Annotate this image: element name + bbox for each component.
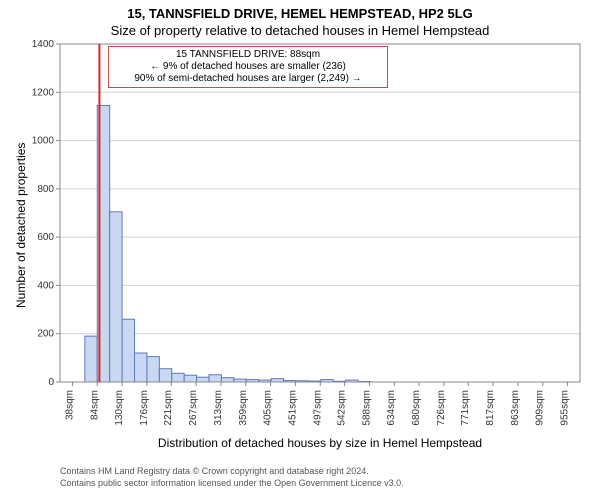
svg-text:221sqm: 221sqm (163, 390, 174, 426)
svg-text:405sqm: 405sqm (263, 390, 274, 426)
svg-text:497sqm: 497sqm (312, 390, 323, 426)
svg-text:542sqm: 542sqm (337, 390, 348, 426)
svg-text:726sqm: 726sqm (436, 390, 447, 426)
svg-text:771sqm: 771sqm (460, 390, 471, 426)
attribution-line1: Contains HM Land Registry data © Crown c… (60, 466, 404, 478)
svg-text:1400: 1400 (32, 39, 55, 50)
svg-text:400: 400 (37, 280, 54, 291)
svg-text:359sqm: 359sqm (238, 390, 249, 426)
svg-text:1000: 1000 (32, 136, 55, 147)
svg-text:1200: 1200 (32, 87, 55, 98)
svg-text:0: 0 (48, 377, 54, 388)
svg-text:200: 200 (37, 329, 54, 340)
chart-container: { "title1": "15, TANNSFIELD DRIVE, HEMEL… (0, 0, 600, 500)
svg-text:955sqm: 955sqm (560, 390, 571, 426)
svg-text:130sqm: 130sqm (114, 390, 125, 426)
annotation-box: 15 TANNSFIELD DRIVE: 88sqm ← 9% of detac… (108, 46, 388, 88)
svg-text:817sqm: 817sqm (485, 390, 496, 426)
annotation-line3: 90% of semi-detached houses are larger (… (115, 73, 381, 85)
annotation-line2: ← 9% of detached houses are smaller (236… (115, 61, 381, 73)
y-axis-label: Number of detached properties (14, 143, 28, 308)
svg-text:38sqm: 38sqm (64, 390, 75, 420)
svg-text:600: 600 (37, 232, 54, 243)
x-axis-label: Distribution of detached houses by size … (60, 436, 580, 450)
svg-text:313sqm: 313sqm (213, 390, 224, 426)
attribution-line2: Contains public sector information licen… (60, 478, 404, 490)
svg-text:863sqm: 863sqm (510, 390, 521, 426)
annotation-line1: 15 TANNSFIELD DRIVE: 88sqm (115, 49, 381, 61)
svg-text:909sqm: 909sqm (535, 390, 546, 426)
svg-text:588sqm: 588sqm (361, 390, 372, 426)
svg-text:176sqm: 176sqm (139, 390, 150, 426)
svg-text:800: 800 (37, 184, 54, 195)
svg-text:84sqm: 84sqm (89, 390, 100, 420)
svg-text:267sqm: 267sqm (188, 390, 199, 426)
attribution-block: Contains HM Land Registry data © Crown c… (60, 466, 404, 489)
svg-text:634sqm: 634sqm (386, 390, 397, 426)
svg-text:451sqm: 451sqm (287, 390, 298, 426)
svg-text:680sqm: 680sqm (411, 390, 422, 426)
